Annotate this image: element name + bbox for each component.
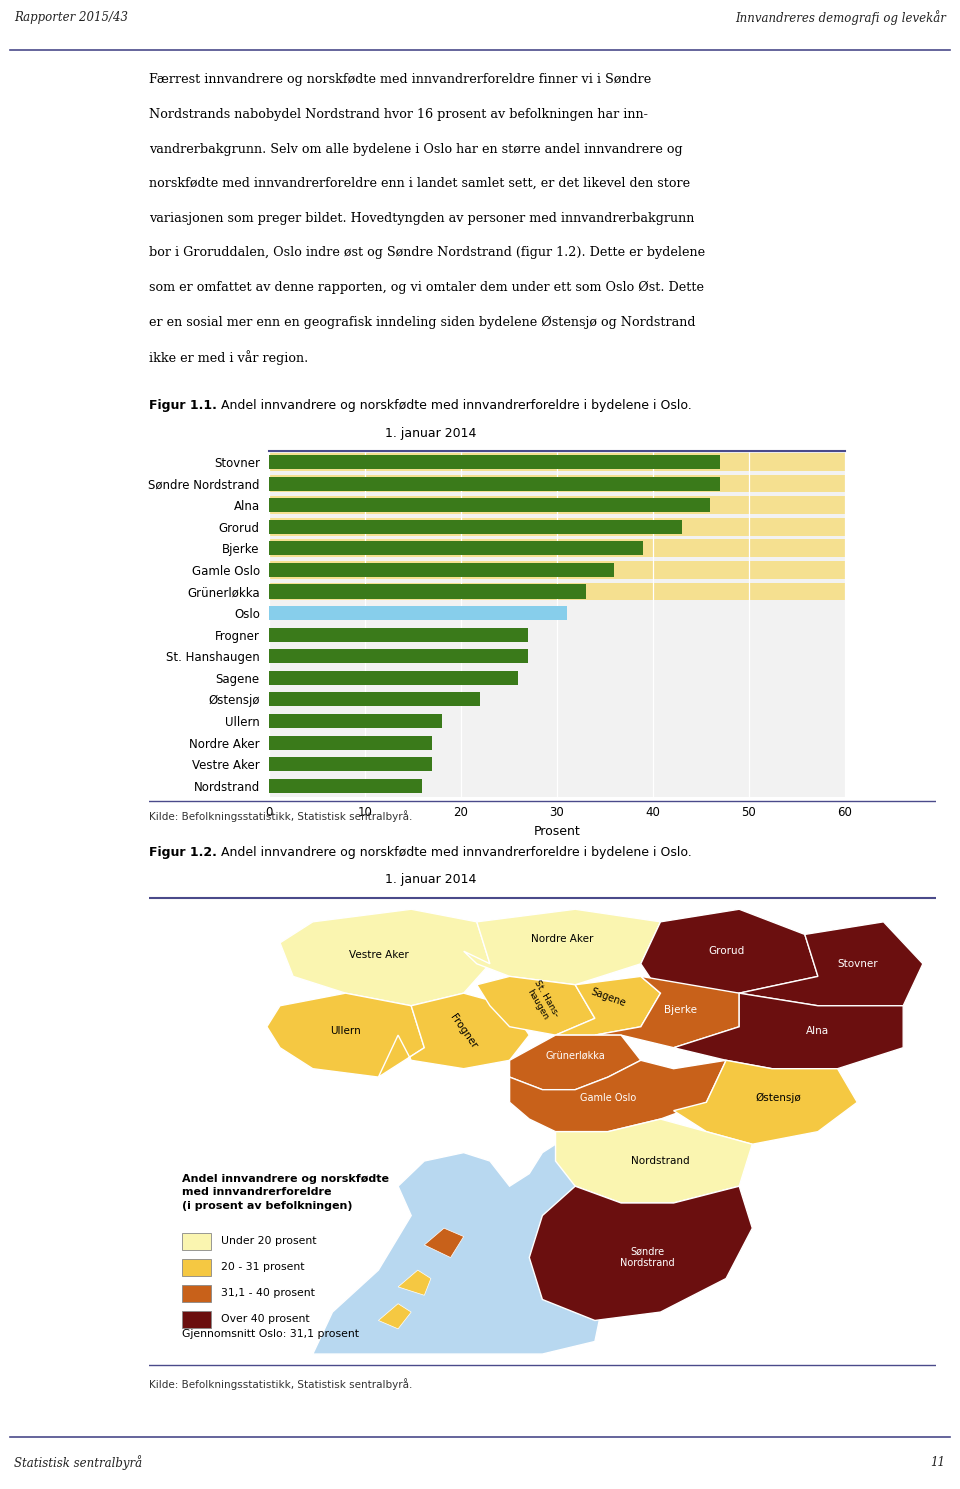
Text: Kilde: Befolkningsstatistikk, Statistisk sentralbyrå.: Kilde: Befolkningsstatistikk, Statistisk… bbox=[149, 1377, 412, 1389]
Polygon shape bbox=[378, 1304, 411, 1328]
X-axis label: Prosent: Prosent bbox=[534, 825, 580, 838]
Text: Andel innvandrere og norskfødte med innvandrerforeldre i bydelene i Oslo.: Andel innvandrere og norskfødte med innv… bbox=[221, 846, 692, 859]
Text: Over 40 prosent: Over 40 prosent bbox=[221, 1313, 309, 1324]
Polygon shape bbox=[424, 1228, 464, 1258]
Bar bbox=[269, 499, 710, 512]
Text: Grünerløkka: Grünerløkka bbox=[545, 1051, 605, 1062]
Text: Andel innvandrere og norskfødte med innvandrerforeldre i bydelene i Oslo.: Andel innvandrere og norskfødte med innv… bbox=[221, 399, 692, 412]
Bar bbox=[269, 563, 614, 576]
Text: vandrerbakgrunn. Selv om alle bydelene i Oslo har en større andel innvandrere og: vandrerbakgrunn. Selv om alle bydelene i… bbox=[149, 143, 683, 155]
Text: Statistisk sentralbyrå: Statistisk sentralbyrå bbox=[14, 1455, 142, 1470]
Polygon shape bbox=[641, 910, 818, 993]
Text: Grorud: Grorud bbox=[708, 946, 744, 956]
Polygon shape bbox=[674, 993, 903, 1069]
Text: Nordstrands nabobydel Nordstrand hvor 16 prosent av befolkningen har inn-: Nordstrands nabobydel Nordstrand hvor 16… bbox=[149, 109, 648, 121]
Bar bbox=[269, 456, 720, 469]
Bar bbox=[269, 520, 682, 533]
Text: Søndre
Nordstrand: Søndre Nordstrand bbox=[620, 1246, 675, 1269]
Text: Færrest innvandrere og norskfødte med innvandrerforeldre finner vi i Søndre: Færrest innvandrere og norskfødte med in… bbox=[149, 73, 651, 86]
Bar bbox=[181, 1312, 211, 1328]
Text: Alna: Alna bbox=[806, 1026, 829, 1036]
Text: Bjerke: Bjerke bbox=[663, 1005, 697, 1015]
Text: Innvandreres demografi og levekår: Innvandreres demografi og levekår bbox=[734, 10, 946, 25]
Text: variasjonen som preger bildet. Hovedtyngden av personer med innvandrerbakgrunn: variasjonen som preger bildet. Hovedtyng… bbox=[149, 211, 694, 225]
Text: Kilde: Befolkningsstatistikk, Statistisk sentralbyrå.: Kilde: Befolkningsstatistikk, Statistisk… bbox=[149, 810, 412, 822]
Text: Andel innvandrere og norskfødte
med innvandrerforeldre
(i prosent av befolkninge: Andel innvandrere og norskfødte med innv… bbox=[181, 1173, 389, 1211]
Text: som er omfattet av denne rapporten, og vi omtaler dem under ett som Oslo Øst. De: som er omfattet av denne rapporten, og v… bbox=[149, 281, 704, 293]
Bar bbox=[269, 496, 845, 514]
Bar bbox=[269, 606, 567, 619]
Text: Østensjø: Østensjø bbox=[756, 1093, 802, 1103]
Bar bbox=[269, 475, 845, 493]
Text: Under 20 prosent: Under 20 prosent bbox=[221, 1236, 317, 1246]
Polygon shape bbox=[477, 977, 595, 1035]
Polygon shape bbox=[510, 1060, 726, 1132]
Bar bbox=[269, 628, 528, 642]
Polygon shape bbox=[267, 993, 424, 1077]
Polygon shape bbox=[674, 1060, 857, 1144]
Text: St. Hans-
haugen: St. Hans- haugen bbox=[524, 978, 561, 1024]
Polygon shape bbox=[556, 1120, 753, 1203]
Bar bbox=[269, 453, 845, 471]
Bar bbox=[181, 1285, 211, 1301]
Text: Nordstrand: Nordstrand bbox=[631, 1155, 690, 1166]
Polygon shape bbox=[510, 1035, 641, 1090]
Bar bbox=[269, 518, 845, 536]
Bar bbox=[269, 585, 586, 599]
Text: Rapporter 2015/43: Rapporter 2015/43 bbox=[14, 12, 129, 24]
Text: 20 - 31 prosent: 20 - 31 prosent bbox=[221, 1261, 304, 1272]
Text: Ullern: Ullern bbox=[330, 1026, 361, 1036]
Bar bbox=[269, 758, 432, 771]
Bar bbox=[269, 561, 845, 579]
Text: Nordre Aker: Nordre Aker bbox=[531, 934, 593, 944]
Text: 1. januar 2014: 1. januar 2014 bbox=[385, 874, 476, 886]
Text: Frogner: Frogner bbox=[448, 1013, 479, 1050]
Bar bbox=[269, 539, 845, 557]
Text: Sagene: Sagene bbox=[589, 986, 627, 1008]
Bar bbox=[269, 736, 432, 749]
Bar bbox=[269, 692, 480, 706]
Text: 11: 11 bbox=[930, 1456, 946, 1468]
Text: 31,1 - 40 prosent: 31,1 - 40 prosent bbox=[221, 1288, 315, 1298]
Polygon shape bbox=[280, 910, 490, 1005]
Polygon shape bbox=[529, 1187, 753, 1321]
Bar bbox=[269, 779, 422, 792]
Polygon shape bbox=[556, 977, 660, 1035]
Bar bbox=[269, 476, 720, 490]
Text: er en sosial mer enn en geografisk inndeling siden bydelene Østensjø og Nordstra: er en sosial mer enn en geografisk innde… bbox=[149, 316, 695, 329]
Text: Figur 1.1.: Figur 1.1. bbox=[149, 399, 217, 412]
Polygon shape bbox=[313, 1132, 608, 1354]
Text: Stovner: Stovner bbox=[837, 959, 877, 969]
Polygon shape bbox=[398, 1270, 431, 1295]
Bar bbox=[181, 1260, 211, 1276]
Polygon shape bbox=[378, 993, 529, 1077]
Bar bbox=[269, 542, 643, 555]
Text: Gamle Oslo: Gamle Oslo bbox=[580, 1093, 636, 1103]
Polygon shape bbox=[739, 922, 923, 1005]
Text: bor i Groruddalen, Oslo indre øst og Søndre Nordstrand (figur 1.2). Dette er byd: bor i Groruddalen, Oslo indre øst og Søn… bbox=[149, 246, 705, 259]
Text: Figur 1.2.: Figur 1.2. bbox=[149, 846, 217, 859]
Polygon shape bbox=[464, 910, 660, 984]
Bar bbox=[269, 649, 528, 663]
Bar bbox=[269, 582, 845, 600]
Bar bbox=[269, 672, 518, 685]
Text: 1. januar 2014: 1. januar 2014 bbox=[385, 427, 476, 439]
Text: norskfødte med innvandrerforeldre enn i landet samlet sett, er det likevel den s: norskfødte med innvandrerforeldre enn i … bbox=[149, 177, 690, 191]
Text: Gjennomsnitt Oslo: 31,1 prosent: Gjennomsnitt Oslo: 31,1 prosent bbox=[181, 1330, 359, 1340]
Text: Vestre Aker: Vestre Aker bbox=[348, 950, 408, 960]
Bar bbox=[269, 715, 442, 728]
Polygon shape bbox=[595, 977, 739, 1048]
Bar bbox=[181, 1233, 211, 1249]
Text: ikke er med i vår region.: ikke er med i vår region. bbox=[149, 350, 308, 365]
